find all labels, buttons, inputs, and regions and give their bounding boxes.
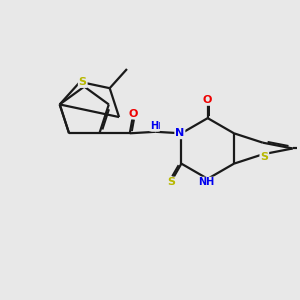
Text: N: N — [175, 128, 184, 138]
Text: H: H — [150, 121, 158, 131]
Text: H: H — [152, 122, 159, 131]
Text: O: O — [203, 95, 212, 105]
Text: S: S — [79, 77, 87, 87]
Text: NH: NH — [198, 178, 214, 188]
Text: O: O — [128, 109, 137, 118]
Text: S: S — [260, 152, 268, 162]
Text: S: S — [167, 178, 175, 188]
